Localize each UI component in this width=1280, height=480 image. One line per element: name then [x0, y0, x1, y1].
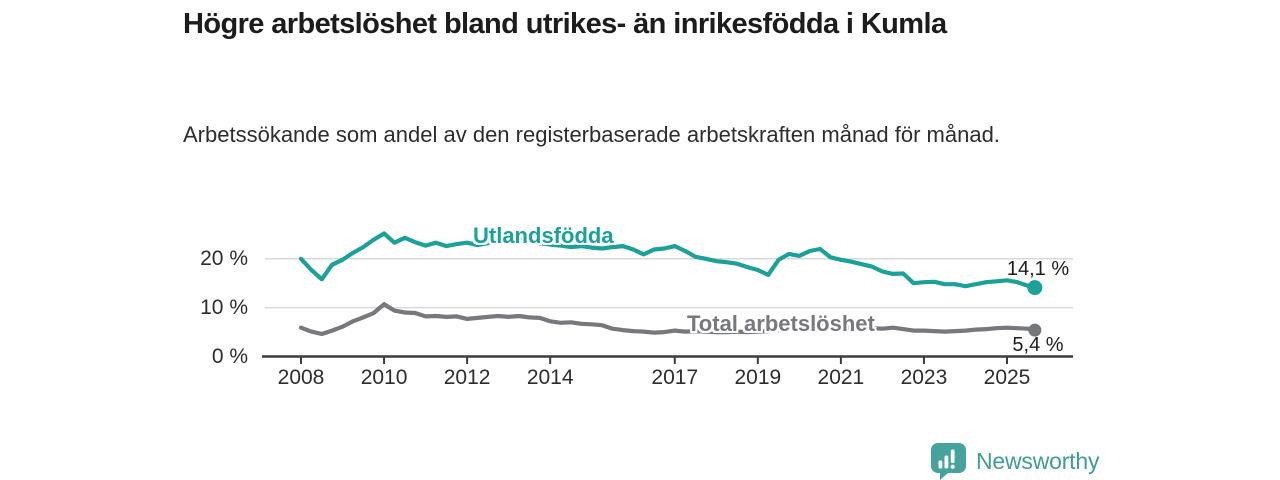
y-tick-label-20: 20 %: [200, 247, 248, 270]
line-utlandsfodda: [298, 231, 1037, 290]
x-tick-label-2017: 2017: [651, 366, 699, 389]
newsworthy-logo: Newsworthy: [930, 442, 1099, 480]
x-tick-label-2025: 2025: [983, 366, 1031, 389]
x-tick-label-2012: 2012: [443, 366, 491, 389]
chart-subtitle: Arbetssökande som andel av den registerb…: [183, 122, 1000, 147]
line-total-arbetsloshet: [298, 302, 1037, 337]
y-tick-label-10: 10 %: [200, 296, 248, 319]
endpoint-dot-utlandsfodda: [1027, 280, 1043, 296]
x-tick-label-2014: 2014: [526, 366, 574, 389]
bar-chart-speech-bubble-icon: [931, 443, 966, 480]
x-tick-label-2010: 2010: [360, 366, 408, 389]
x-tick-label-2021: 2021: [817, 366, 865, 389]
gridlines: [265, 258, 1073, 309]
x-axis-ticks: [300, 356, 1009, 364]
end-value-label-utlandsfodda: 14,1 %: [1006, 258, 1070, 280]
series-label-total-arbetsloshet: Total arbetslöshet: [687, 311, 875, 336]
x-tick-label-2008: 2008: [277, 366, 325, 389]
endpoint-dot-total: [1028, 323, 1042, 337]
series-label-utlandsfodda: Utlandsfödda: [473, 223, 614, 248]
chart-title: Högre arbetslöshet bland utrikes- än inr…: [183, 8, 947, 40]
x-tick-label-2023: 2023: [900, 366, 948, 389]
newsworthy-wordmark: Newsworthy: [976, 447, 1100, 474]
x-tick-label-2019: 2019: [734, 366, 782, 389]
end-value-label-total: 5,4 %: [1012, 334, 1064, 356]
y-tick-label-0: 0 %: [211, 345, 248, 368]
